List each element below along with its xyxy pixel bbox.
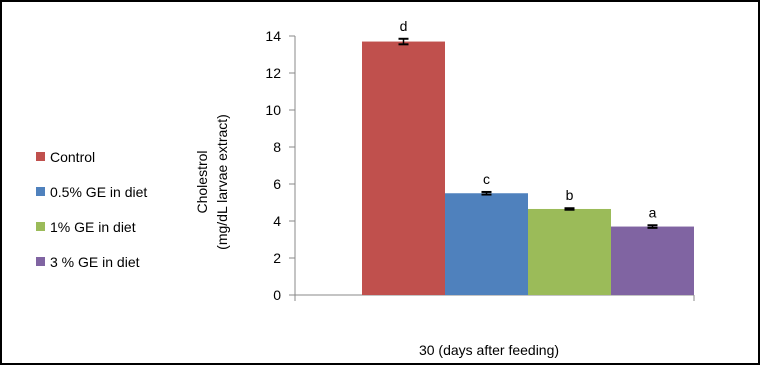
bar-1 [362, 41, 445, 295]
legend: Control 0.5% GE in diet 1% GE in diet 3 % G… [36, 149, 147, 270]
legend-label-3: 1% GE in diet [50, 219, 136, 235]
y-tick-label: 8 [273, 139, 281, 155]
legend-label-2: 0.5% GE in diet [50, 184, 147, 200]
legend-label-1: Control [50, 149, 95, 165]
y-tick-label: 2 [273, 250, 281, 266]
significance-label-1: d [400, 18, 408, 34]
legend-swatch-3 [36, 222, 45, 231]
legend-swatch-4 [36, 257, 45, 266]
y-tick-label: 12 [265, 65, 281, 81]
bar-2 [445, 193, 528, 295]
y-axis-title-line2: (mg/dL larvae extract) [214, 114, 230, 250]
legend-swatch-2 [36, 187, 45, 196]
x-axis-title: 30 (days after feeding) [419, 342, 559, 358]
bars: d c b a [362, 18, 694, 295]
y-tick-label: 14 [265, 28, 281, 44]
bar-3 [528, 208, 611, 295]
bar-4 [611, 226, 694, 295]
y-ticks: 0 2 4 6 8 10 12 14 [265, 28, 295, 303]
y-tick-label: 4 [273, 213, 281, 229]
significance-label-3: b [566, 187, 574, 203]
y-tick-label: 6 [273, 176, 281, 192]
y-axis-title-line1: Cholestrol [194, 150, 210, 213]
y-tick-label: 10 [265, 102, 281, 118]
significance-label-4: a [649, 204, 657, 220]
legend-label-4: 3 % GE in diet [50, 254, 140, 270]
y-tick-label: 0 [273, 287, 281, 303]
legend-swatch-1 [36, 152, 45, 161]
significance-label-2: c [483, 171, 490, 187]
